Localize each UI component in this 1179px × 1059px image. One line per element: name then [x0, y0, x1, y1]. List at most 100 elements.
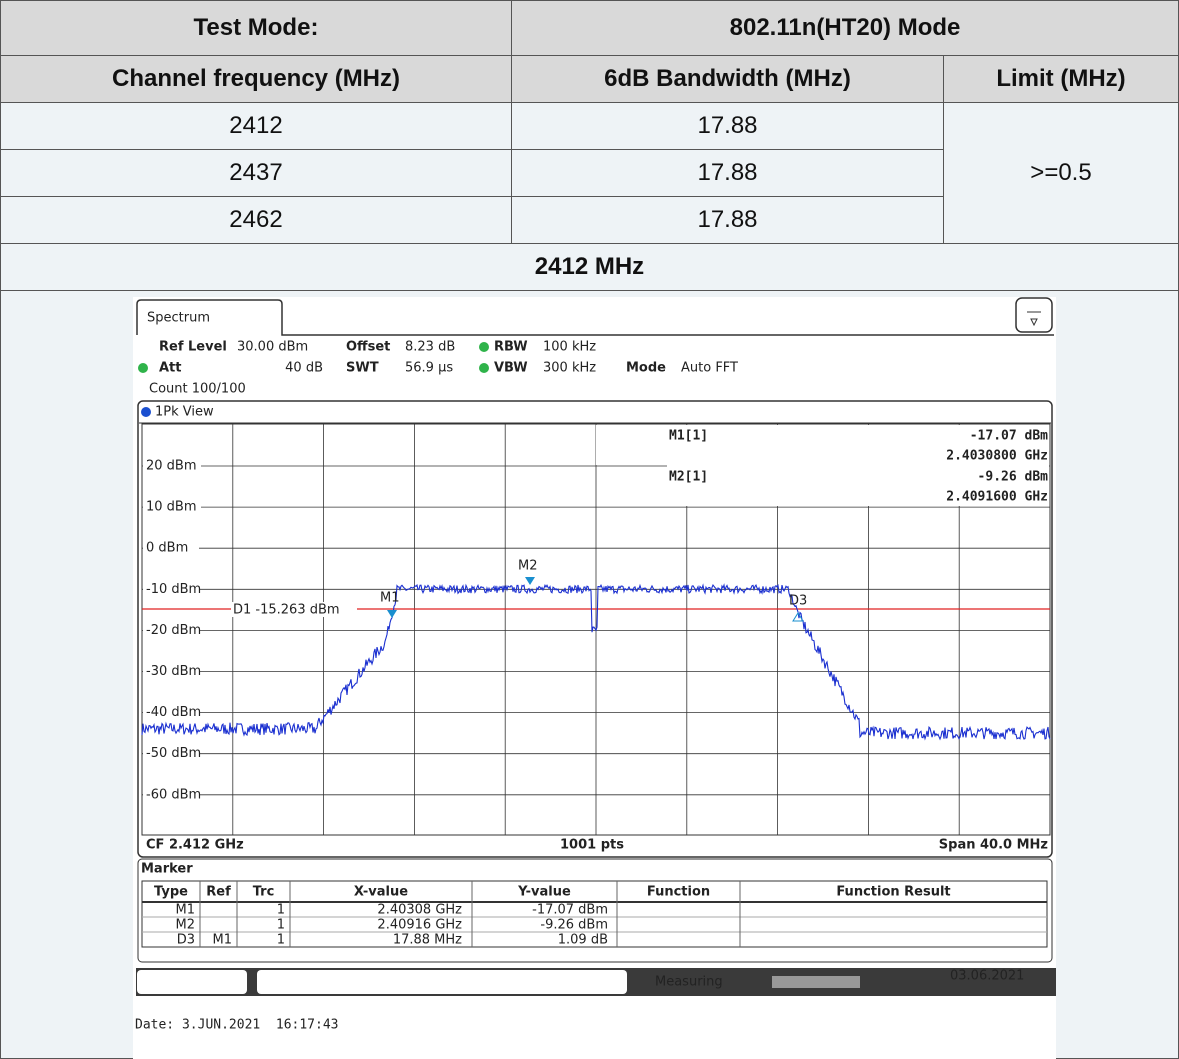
- status-date: 03.06.2021: [950, 969, 1024, 984]
- table-header: Type: [154, 885, 188, 900]
- setting: 56.9 µs: [405, 361, 453, 376]
- status-field: [137, 970, 247, 994]
- marker-info: 2.4030800 GHz: [946, 449, 1048, 464]
- table-cell: -9.26 dBm: [540, 918, 608, 933]
- footer: 1001 pts: [560, 838, 624, 853]
- y-axis-label: 0 dBm: [146, 541, 188, 556]
- table-cell: M2: [176, 918, 196, 933]
- table-cell: 1: [277, 933, 285, 948]
- status-field: [257, 970, 627, 994]
- setting: SWT: [346, 361, 379, 376]
- marker-label: M2: [518, 559, 538, 574]
- y-axis-label: -30 dBm: [146, 664, 201, 679]
- status: Measuring: [655, 975, 723, 990]
- footer: Span 40.0 MHz: [939, 838, 1048, 853]
- marker-label: D3: [789, 594, 807, 609]
- cell: 2437: [0, 149, 512, 197]
- marker-info: 2.4091600 GHz: [946, 490, 1048, 505]
- label-bg: [143, 499, 201, 516]
- table-header: Trc: [253, 885, 275, 900]
- y-axis-label: -60 dBm: [146, 787, 201, 802]
- cell: 17.88: [511, 102, 944, 150]
- label-bg: [143, 745, 199, 762]
- label-bg: [143, 458, 201, 474]
- marker-label: M1: [380, 591, 400, 606]
- table-cell: 2.40916 GHz: [377, 918, 462, 933]
- setting: 8.23 dB: [405, 340, 455, 355]
- menu-icon-glyph: [1027, 311, 1041, 327]
- tab-label: Spectrum: [147, 311, 210, 326]
- date: Date: 3.JUN.2021 16:17:43: [135, 1018, 339, 1033]
- marker-info-bg: [667, 425, 1049, 506]
- setting: 300 kHz: [543, 361, 596, 376]
- setting: 30.00 dBm: [237, 340, 308, 355]
- setting: Mode: [626, 361, 666, 376]
- y-axis-label: -20 dBm: [146, 623, 201, 638]
- label-bg: [143, 581, 199, 598]
- setting: RBW: [494, 340, 528, 355]
- marker-m2: [525, 577, 535, 585]
- status-dot: [479, 342, 489, 352]
- cell: 2462: [0, 196, 512, 244]
- table-box: [141, 880, 1048, 948]
- limit-cell: >=0.5: [943, 102, 1179, 244]
- marker-table-frame: [137, 858, 1053, 963]
- setting: Ref Level: [159, 340, 227, 355]
- marker-info: -17.07 dBm: [970, 429, 1048, 444]
- marker-d3: [792, 612, 804, 622]
- setting: VBW: [494, 361, 528, 376]
- display-line-label: D1 -15.263 dBm: [233, 603, 340, 618]
- table-header: X-value: [354, 885, 408, 900]
- trace: [141, 583, 1051, 741]
- column-header: Limit (MHz): [943, 55, 1179, 103]
- cell: 17.88: [511, 149, 944, 197]
- status-dot: [138, 363, 148, 373]
- footer: CF 2.412 GHz: [146, 838, 244, 853]
- table-cell: M1: [176, 903, 196, 918]
- setting: Auto FFT: [681, 361, 738, 376]
- label-bg: [231, 602, 357, 617]
- table-cell: 2.40308 GHz: [377, 903, 462, 918]
- table-cell: M1: [213, 933, 233, 948]
- marker-info: M1[1]: [669, 429, 708, 444]
- label-bg: [143, 540, 199, 557]
- y-axis-label: -50 dBm: [146, 746, 201, 761]
- setting: Offset: [346, 340, 390, 355]
- table-header: Y-value: [517, 885, 571, 900]
- table-cell: 1: [277, 903, 285, 918]
- marker-title: Marker: [141, 862, 193, 877]
- label-bg: [143, 663, 199, 680]
- column-header: Channel frequency (MHz): [0, 55, 512, 103]
- table-header: Function: [647, 885, 710, 900]
- table-cell: -17.07 dBm: [532, 903, 608, 918]
- label-bg: [143, 622, 199, 639]
- status-dot: [479, 363, 489, 373]
- table-header: Function Result: [836, 885, 950, 900]
- marker-info-bg: [596, 425, 668, 465]
- table-cell: D3: [177, 933, 195, 948]
- cell: 2412: [0, 102, 512, 150]
- setting: 40 dB: [285, 361, 323, 376]
- setting: 100 kHz: [543, 340, 596, 355]
- marker-m1: [387, 610, 397, 618]
- setting: Att: [159, 361, 182, 376]
- y-axis-label: -40 dBm: [146, 705, 201, 720]
- view-dot: [141, 407, 151, 417]
- table-cell: 1.09 dB: [558, 933, 608, 948]
- view-label: 1Pk View: [155, 405, 214, 420]
- y-axis-label: -10 dBm: [146, 582, 201, 597]
- label-bg: [143, 786, 199, 803]
- setting: Count 100/100: [149, 382, 246, 397]
- marker-info: M2[1]: [669, 470, 708, 485]
- marker-info: -9.26 dBm: [978, 470, 1049, 485]
- column-header: 6dB Bandwidth (MHz): [511, 55, 944, 103]
- menu-icon: [1015, 297, 1053, 333]
- y-axis-label: 20 dBm: [146, 459, 197, 474]
- table-cell: 17.88 MHz: [393, 933, 462, 948]
- progress-bar: [772, 976, 860, 988]
- y-axis-label: 10 dBm: [146, 500, 197, 515]
- cell: Test Mode:: [0, 0, 512, 56]
- table-header: Ref: [206, 885, 231, 900]
